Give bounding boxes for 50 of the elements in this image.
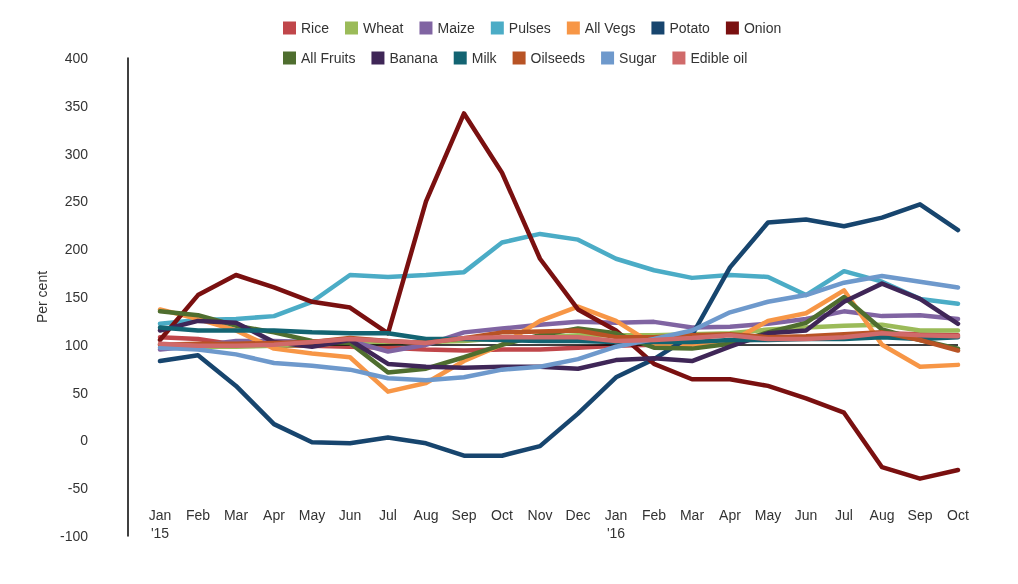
legend-label: All Fruits	[301, 50, 356, 66]
x-tick-label: Jan '16	[604, 507, 628, 541]
x-tick-label: Nov	[527, 507, 553, 523]
x-tick-label: Mar	[679, 507, 705, 523]
x-tick-label: Sep	[451, 507, 477, 523]
y-tick-label: 0	[80, 432, 89, 449]
y-tick-label: 350	[64, 97, 89, 114]
x-tick-label: May	[754, 507, 782, 523]
legend-label: Oilseeds	[530, 50, 586, 66]
y-tick-label: 50	[72, 384, 89, 401]
legend-label: Banana	[389, 50, 438, 66]
legend-label: Edible oil	[690, 50, 748, 66]
x-tick-label: Feb	[185, 507, 211, 523]
y-tick-label: 300	[64, 145, 89, 162]
line-series	[157, 202, 961, 458]
y-tick-label: 250	[64, 193, 89, 210]
legend-label: Maize	[437, 20, 476, 36]
x-tick-label: Jul	[835, 507, 853, 523]
legend-label: Wheat	[363, 20, 404, 36]
x-tick-label: Sep	[907, 507, 933, 523]
legend-label: Sugar	[619, 50, 657, 66]
legend-label: All Vegs	[584, 20, 636, 36]
legend-label: Rice	[301, 20, 330, 36]
legend-label: Onion	[743, 20, 782, 36]
line-series	[157, 111, 961, 481]
x-tick-label: Jun	[794, 507, 818, 523]
y-tick-label: 200	[64, 241, 89, 258]
y-axis-title: Per cent	[34, 270, 51, 324]
legend-label: Potato	[669, 20, 711, 36]
y-tick-label: 150	[64, 289, 89, 305]
x-tick-label: Apr	[719, 507, 742, 523]
x-tick-label: Oct	[491, 507, 513, 523]
x-tick-label: Apr	[263, 507, 286, 523]
y-tick-label: -50	[67, 480, 89, 497]
x-tick-label: Aug	[869, 507, 895, 523]
y-tick-label: -100	[59, 528, 89, 544]
x-tick-label: Mar	[223, 507, 249, 523]
y-tick-label: 400	[64, 50, 89, 66]
x-tick-label: Oct	[947, 507, 969, 523]
x-tick-label: Jan '15	[148, 507, 172, 541]
legend-label: Milk	[471, 50, 498, 66]
x-tick-label: Jun	[338, 507, 362, 523]
x-tick-label: May	[298, 507, 326, 523]
x-tick-label: Aug	[413, 507, 439, 523]
line-series	[157, 273, 961, 383]
x-tick-label: Feb	[641, 507, 667, 523]
x-tick-label: Jul	[379, 507, 397, 523]
legend-label: Pulses	[508, 20, 551, 36]
x-tick-label: Dec	[565, 507, 591, 523]
y-tick-label: 100	[64, 336, 89, 353]
